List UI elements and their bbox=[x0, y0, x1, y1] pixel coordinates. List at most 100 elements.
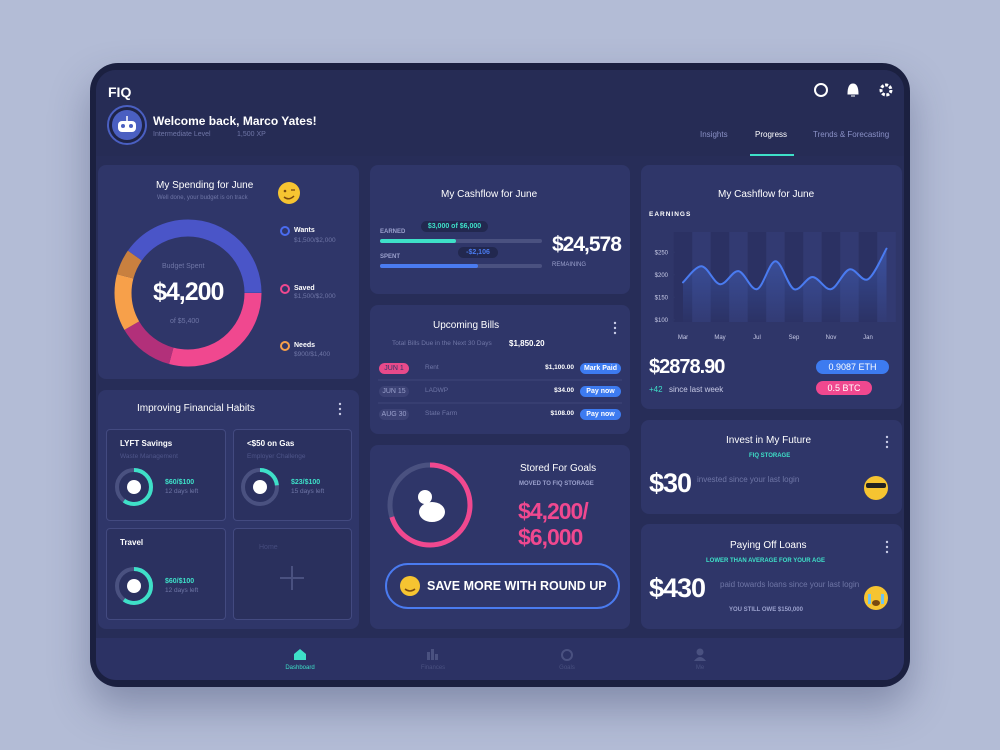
card-title: Upcoming Bills bbox=[433, 320, 500, 331]
habit-days: 12 days left bbox=[165, 488, 199, 495]
xp: 1,500 XP bbox=[237, 131, 266, 138]
tab[interactable]: Trends & Forecasting bbox=[813, 130, 890, 139]
x-tick-label: Nov bbox=[826, 335, 837, 341]
bill-action[interactable]: Pay now bbox=[580, 409, 621, 420]
level: Intermediate Level bbox=[153, 131, 211, 138]
legend-dot bbox=[280, 226, 290, 236]
bill-action[interactable]: Mark Paid bbox=[580, 363, 621, 374]
legend-name: Needs bbox=[294, 342, 316, 349]
x-tick-label: Sep bbox=[789, 335, 800, 341]
bill-date: JUN 1 bbox=[379, 363, 409, 374]
y-tick-label: $200 bbox=[655, 273, 669, 279]
bills-total: $1,850.20 bbox=[509, 339, 545, 348]
remaining-label: REMAINING bbox=[552, 262, 587, 268]
emoji-tear bbox=[881, 594, 884, 604]
invest-note: invested since your last login bbox=[697, 475, 800, 484]
chart-label: EARNINGS bbox=[649, 211, 692, 218]
settings-icon[interactable] bbox=[879, 83, 893, 97]
round-up-button[interactable] bbox=[385, 563, 620, 609]
habit-amount: $60/$100 bbox=[165, 479, 195, 486]
change-label: since last week bbox=[669, 385, 724, 394]
bottom-nav bbox=[96, 638, 904, 680]
goals-card bbox=[370, 445, 630, 629]
bill-amount: $34.00 bbox=[554, 387, 574, 394]
habit-subtitle: Waste Management bbox=[120, 453, 178, 460]
card-subtitle: MOVED TO FIQ STORAGE bbox=[519, 481, 594, 487]
line bbox=[682, 247, 888, 291]
habit-card[interactable] bbox=[106, 429, 226, 521]
habit-title: <$50 on Gas bbox=[247, 439, 295, 448]
habit-title: LYFT Savings bbox=[120, 439, 173, 448]
bell-icon[interactable] bbox=[847, 83, 859, 97]
tab-underline bbox=[750, 154, 794, 156]
habit-card[interactable] bbox=[233, 429, 352, 521]
card-title: Invest in My Future bbox=[726, 435, 812, 446]
nav-icon[interactable] bbox=[294, 649, 306, 660]
habit-amount: $60/$100 bbox=[165, 578, 195, 585]
donut-of: of $5,400 bbox=[170, 318, 200, 325]
bill-action[interactable]: Pay now bbox=[580, 386, 621, 397]
nav-icon[interactable] bbox=[427, 649, 438, 660]
legend-value: $1,500/$2,000 bbox=[294, 237, 336, 244]
nav-icon[interactable] bbox=[694, 648, 706, 662]
bar-label: EARNED bbox=[380, 229, 406, 235]
piggy-icon bbox=[419, 502, 445, 522]
x-tick-label: Mar bbox=[678, 335, 688, 341]
bills-total-label: Total Bills Due in the Next 30 Days bbox=[392, 340, 492, 347]
habit-days: 12 days left bbox=[165, 587, 199, 594]
eth-pill: 0.9087 ETH bbox=[816, 360, 889, 374]
legend-dot bbox=[280, 284, 290, 294]
emoji-tear bbox=[868, 594, 871, 604]
card-subtitle: LOWER THAN AVERAGE FOR YOUR AGE bbox=[706, 558, 826, 564]
bill-amount: $108.00 bbox=[550, 410, 575, 417]
card-title: My Cashflow for June bbox=[718, 189, 815, 200]
robot-head bbox=[118, 121, 136, 132]
habit-rings bbox=[115, 468, 279, 605]
legend-dot bbox=[280, 341, 290, 351]
card-title: My Cashflow for June bbox=[441, 189, 538, 200]
brain-icon[interactable] bbox=[814, 83, 828, 97]
add-plus[interactable] bbox=[280, 566, 304, 590]
donut-segment bbox=[114, 219, 262, 367]
invest-card bbox=[641, 420, 902, 514]
nav-icon[interactable] bbox=[561, 649, 573, 661]
welcome: Welcome back, Marco Yates! bbox=[153, 114, 317, 128]
bill-name: LADWP bbox=[425, 387, 449, 394]
habit-icons bbox=[127, 480, 267, 593]
add-label: Home bbox=[259, 544, 278, 551]
cashflow-card bbox=[370, 165, 630, 294]
habit-card[interactable] bbox=[106, 528, 226, 620]
goal-amount: $4,200/$6,000 bbox=[518, 498, 589, 550]
bar-label: SPENT bbox=[380, 254, 401, 260]
change: +42 bbox=[649, 385, 663, 394]
button-label[interactable]: SAVE MORE WITH ROUND UP bbox=[427, 579, 607, 593]
coin-icon bbox=[418, 490, 432, 504]
earned-pill: $3,000 of $6,000 bbox=[421, 221, 488, 232]
loans-amount: $430 bbox=[649, 573, 706, 603]
legend-value: $900/$1,400 bbox=[294, 351, 331, 358]
emoji-eye bbox=[283, 189, 287, 193]
card-subtitle: Well done, your budget is on track bbox=[157, 195, 248, 201]
nav-label-active[interactable]: Dashboard bbox=[285, 665, 315, 671]
card-subtitle: FIQ STORAGE bbox=[749, 453, 791, 459]
robot-eye bbox=[129, 124, 133, 128]
spent-pill: -$2,106 bbox=[458, 247, 498, 258]
y-tick-label: $150 bbox=[655, 295, 669, 301]
nav-label[interactable]: Finances bbox=[420, 665, 446, 671]
nav-label[interactable]: Goals bbox=[559, 665, 575, 671]
habit-subtitle: Employer Challenge bbox=[247, 453, 306, 460]
nav-label[interactable]: Me bbox=[695, 665, 705, 671]
y-tick-label: $250 bbox=[655, 250, 669, 256]
menu-icons bbox=[338, 321, 889, 554]
earned-fill bbox=[380, 239, 456, 243]
card-title: Paying Off Loans bbox=[730, 540, 807, 551]
earnings-amount: $2878.90 bbox=[649, 356, 725, 378]
habit-title: Travel bbox=[120, 538, 144, 547]
tab[interactable]: Insights bbox=[700, 130, 728, 139]
invest-amount: $30 bbox=[649, 468, 692, 498]
tab-active[interactable]: Progress bbox=[755, 130, 788, 139]
card-title: My Spending for June bbox=[156, 180, 254, 191]
area bbox=[683, 248, 887, 322]
